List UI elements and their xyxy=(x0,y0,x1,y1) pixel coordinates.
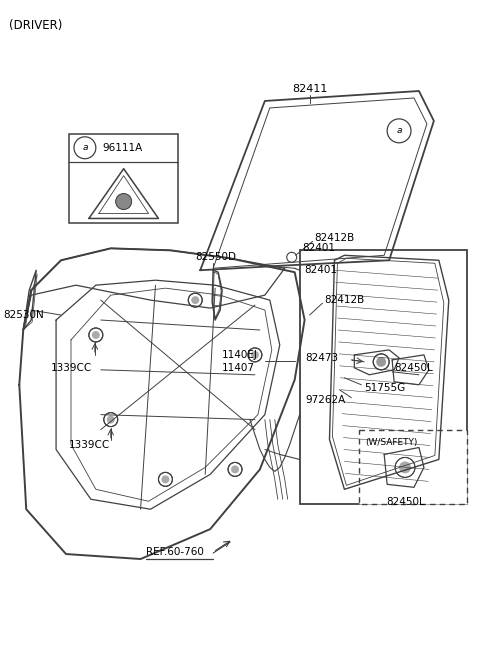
Text: 82450L: 82450L xyxy=(387,497,425,507)
Circle shape xyxy=(104,413,118,426)
Circle shape xyxy=(161,476,169,483)
Text: 1339CC: 1339CC xyxy=(69,440,110,449)
Text: a: a xyxy=(82,143,88,152)
FancyBboxPatch shape xyxy=(360,430,467,504)
Circle shape xyxy=(387,119,411,143)
Circle shape xyxy=(395,457,415,477)
Text: 11407: 11407 xyxy=(222,363,255,373)
Text: 82401: 82401 xyxy=(305,265,337,275)
Text: 51755G: 51755G xyxy=(364,383,406,393)
Circle shape xyxy=(231,466,239,474)
Text: 82550D: 82550D xyxy=(195,252,236,262)
Text: 97262A: 97262A xyxy=(306,395,346,405)
Circle shape xyxy=(251,351,259,359)
Text: 82401: 82401 xyxy=(302,244,336,253)
Text: 82473: 82473 xyxy=(306,353,339,363)
Circle shape xyxy=(116,194,132,210)
Text: a: a xyxy=(396,126,402,136)
Circle shape xyxy=(287,252,297,262)
Circle shape xyxy=(158,472,172,486)
Circle shape xyxy=(74,137,96,159)
Circle shape xyxy=(228,462,242,476)
Circle shape xyxy=(192,296,199,304)
Circle shape xyxy=(107,416,115,424)
Circle shape xyxy=(376,357,386,367)
Circle shape xyxy=(92,331,100,339)
Circle shape xyxy=(373,354,389,370)
Text: 82530N: 82530N xyxy=(3,310,44,320)
Circle shape xyxy=(188,293,202,307)
FancyBboxPatch shape xyxy=(69,134,179,223)
FancyBboxPatch shape xyxy=(300,250,467,504)
Text: 82412B: 82412B xyxy=(314,233,355,244)
Text: 1339CC: 1339CC xyxy=(51,363,92,373)
Text: 96111A: 96111A xyxy=(103,143,143,153)
Text: REF.60-760: REF.60-760 xyxy=(145,547,204,557)
Text: (DRIVER): (DRIVER) xyxy=(9,19,63,32)
Text: (W/SAFETY): (W/SAFETY) xyxy=(365,438,418,447)
Circle shape xyxy=(248,348,262,362)
Text: 82411: 82411 xyxy=(292,84,327,94)
Text: 82412B: 82412B xyxy=(324,295,365,305)
Text: 1140EJ: 1140EJ xyxy=(222,350,258,360)
Text: 82450L: 82450L xyxy=(394,363,433,373)
Circle shape xyxy=(399,461,411,474)
Circle shape xyxy=(89,328,103,342)
